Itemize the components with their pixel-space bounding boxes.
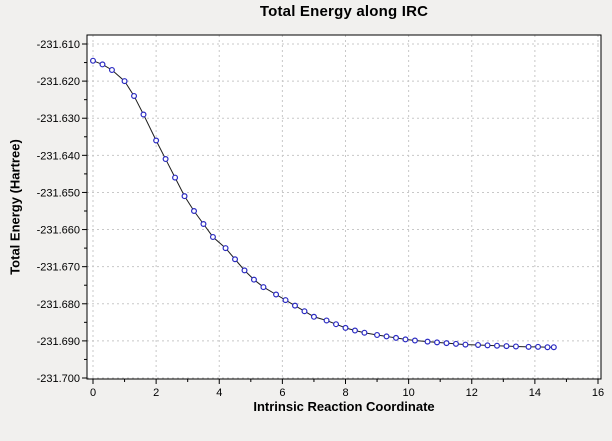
svg-text:16: 16: [592, 387, 604, 399]
svg-text:-231.700: -231.700: [37, 373, 80, 385]
svg-text:-231.610: -231.610: [37, 39, 80, 51]
svg-text:-231.620: -231.620: [37, 76, 80, 88]
svg-text:14: 14: [529, 387, 541, 399]
svg-text:-231.680: -231.680: [37, 299, 80, 311]
svg-text:-231.640: -231.640: [37, 150, 80, 162]
svg-text:-231.690: -231.690: [37, 336, 80, 348]
chart-title: Total Energy along IRC: [259, 3, 429, 20]
svg-text:10: 10: [403, 387, 415, 399]
svg-text:-231.630: -231.630: [37, 113, 80, 125]
svg-text:2: 2: [153, 387, 159, 399]
svg-text:6: 6: [279, 387, 285, 399]
svg-text:12: 12: [466, 387, 478, 399]
x-axis-label: Intrinsic Reaction Coordinate: [253, 399, 435, 414]
y-axis-label: Total Energy (Hartree): [7, 139, 23, 275]
svg-text:-231.660: -231.660: [37, 225, 80, 237]
svg-text:8: 8: [342, 387, 348, 399]
svg-text:-231.670: -231.670: [37, 262, 80, 274]
svg-text:-231.650: -231.650: [37, 187, 80, 199]
svg-text:0: 0: [90, 387, 96, 399]
svg-text:4: 4: [216, 387, 222, 399]
